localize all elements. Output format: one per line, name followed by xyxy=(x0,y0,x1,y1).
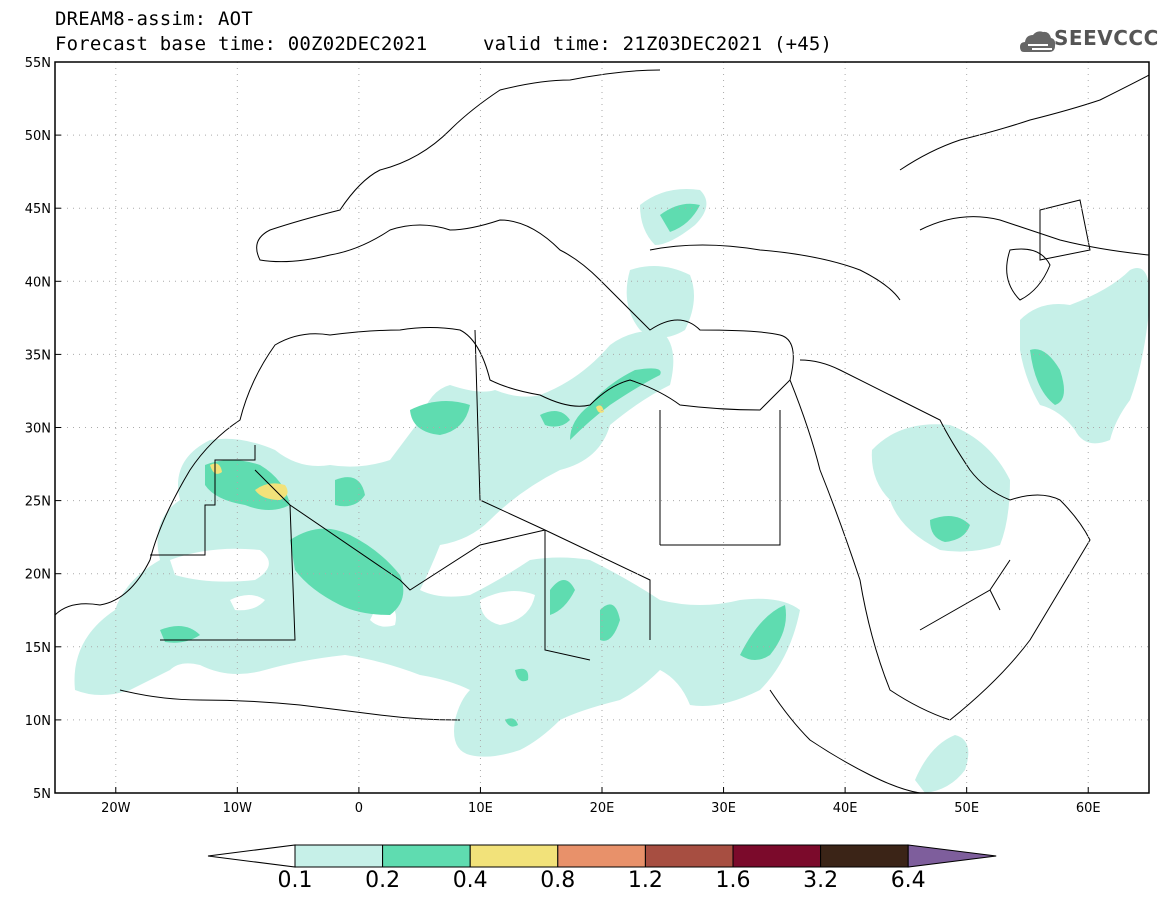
axis-ticks xyxy=(55,61,1089,794)
aot-mid-regions xyxy=(160,203,1064,727)
colorbar-label: 0.1 xyxy=(277,868,313,893)
latitude-labels: 55N 50N 45N 40N 35N 30N 25N 20N 15N 10N 5N xyxy=(25,56,51,802)
cloud-logo-icon xyxy=(1020,31,1056,52)
lon-label: 20W xyxy=(101,801,131,816)
valid-time: valid time: 21Z03DEC2021 (+45) xyxy=(483,33,833,55)
aot-field xyxy=(74,189,1149,793)
lon-label: 40E xyxy=(833,801,858,816)
lon-label: 60E xyxy=(1076,801,1101,816)
lat-label: 5N xyxy=(33,787,51,802)
gridlines xyxy=(55,62,1149,793)
lat-label: 40N xyxy=(25,275,51,290)
colorbar-swatch xyxy=(557,844,646,868)
colorbar-swatch xyxy=(382,844,471,868)
colorbar-min-arrow xyxy=(207,844,296,868)
logo-text: SEEVCCC xyxy=(1054,26,1159,50)
colorbar-label: 0.2 xyxy=(365,868,401,893)
colorbar-label: 6.4 xyxy=(890,868,926,893)
lat-label: 35N xyxy=(25,348,51,363)
lon-label: 10E xyxy=(468,801,493,816)
colorbar-label: 1.2 xyxy=(627,868,663,893)
colorbar-swatch xyxy=(644,844,734,868)
aot-gap-regions xyxy=(170,548,535,627)
colorbar-label: 1.6 xyxy=(715,868,751,893)
lat-label: 15N xyxy=(25,641,51,656)
colorbar-swatch xyxy=(469,844,559,868)
aot-light-regions xyxy=(74,189,1149,793)
lat-label: 30N xyxy=(25,422,51,437)
colorbar-label: 0.8 xyxy=(540,868,576,893)
lat-label: 20N xyxy=(25,568,51,583)
lon-label: 30E xyxy=(711,801,736,816)
lat-label: 50N xyxy=(25,129,51,144)
colorbar-swatch xyxy=(820,844,909,868)
lat-label: 25N xyxy=(25,495,51,510)
lat-label: 10N xyxy=(25,714,51,729)
colorbar-swatch xyxy=(294,844,384,868)
lon-label: 10W xyxy=(223,801,253,816)
longitude-labels: 20W 10W 0 10E 20E 30E 40E 50E 60E xyxy=(101,801,1101,816)
lat-label: 45N xyxy=(25,202,51,217)
colorbar-max-arrow xyxy=(907,844,997,868)
aot-high-regions xyxy=(210,405,604,500)
coastlines xyxy=(55,69,1149,793)
lon-label: 20E xyxy=(590,801,615,816)
lat-label: 55N xyxy=(25,56,51,71)
colorbar-swatch xyxy=(732,844,822,868)
lon-label: 50E xyxy=(954,801,979,816)
lon-label: 0 xyxy=(355,801,363,816)
map-title: DREAM8-assim: AOT xyxy=(55,8,253,30)
colorbar-label: 3.2 xyxy=(803,868,839,893)
forecast-base-time: Forecast base time: 00Z02DEC2021 xyxy=(55,33,428,55)
colorbar-label: 0.4 xyxy=(452,868,488,893)
